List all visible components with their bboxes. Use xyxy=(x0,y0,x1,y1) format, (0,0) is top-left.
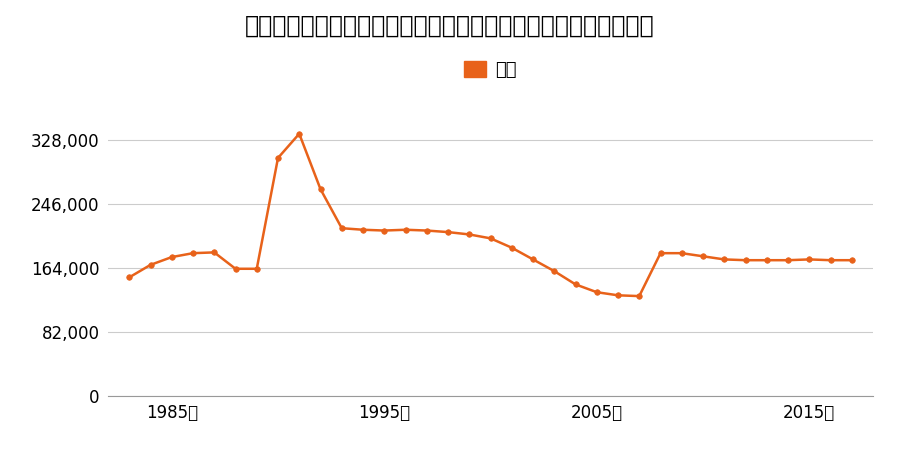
Text: 兵庫県神戸市垂水区星陵台８丁目１０６４番１８５１の地価推移: 兵庫県神戸市垂水区星陵台８丁目１０６４番１８５１の地価推移 xyxy=(245,14,655,37)
Legend: 価格: 価格 xyxy=(457,54,524,86)
